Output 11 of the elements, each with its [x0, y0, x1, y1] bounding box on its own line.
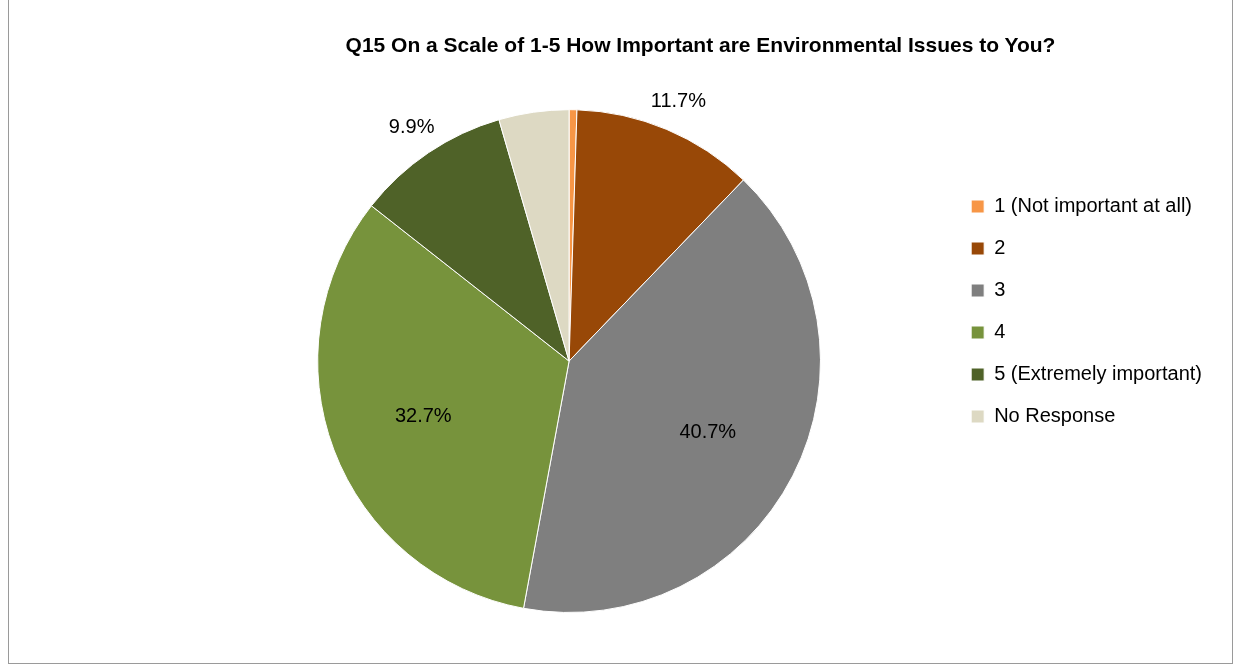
chart-title: Q15 On a Scale of 1-5 How Important are Environmental Issues to You?: [345, 33, 1056, 57]
legend-label: 3: [994, 278, 1006, 301]
legend-label: 2: [994, 236, 1006, 259]
data-label: 32.7%: [394, 403, 452, 426]
data-label: 9.9%: [388, 115, 435, 138]
legend-label: 4: [994, 320, 1006, 343]
legend-label: No Response: [994, 404, 1116, 427]
legend-label: 1 (Not important at all): [994, 194, 1193, 217]
legend-label: 5 (Extremely important): [994, 362, 1203, 385]
data-label: 11.7%: [650, 89, 707, 112]
data-label: 40.7%: [679, 419, 737, 442]
